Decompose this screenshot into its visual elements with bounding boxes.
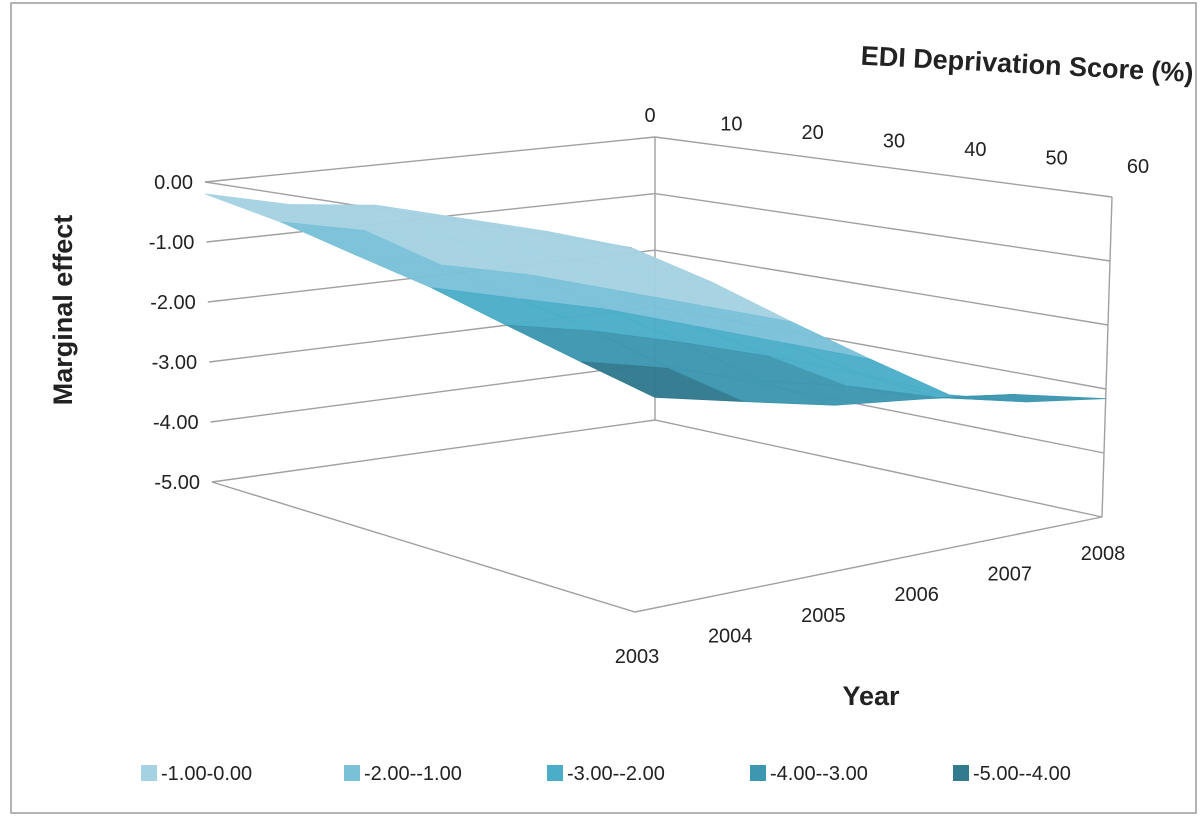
surface-plot <box>205 193 1106 406</box>
y-tick-label: -2.00 <box>150 292 196 314</box>
legend-label: -3.00--2.00 <box>567 763 665 785</box>
chart-border <box>10 2 1197 814</box>
x-axis-title: Year <box>842 681 900 711</box>
surface-patch <box>937 394 1106 403</box>
legend-label: -4.00--3.00 <box>770 763 868 785</box>
legend-label: -2.00--1.00 <box>364 763 462 785</box>
legend-swatch <box>547 765 563 781</box>
depth-tick-label: 0 <box>644 105 655 127</box>
y-tick-label: -5.00 <box>154 472 200 494</box>
legend-label: -5.00--4.00 <box>973 763 1071 785</box>
x-tick-label: 2003 <box>615 646 660 668</box>
y-axis-ticks: 0.00 -1.00 -2.00 -3.00 -4.00 -5.00 <box>149 172 200 494</box>
y-tick-label: -4.00 <box>153 412 199 434</box>
x-tick-label: 2006 <box>894 584 939 606</box>
y-tick-label: 0.00 <box>154 172 193 194</box>
legend-swatch <box>953 765 969 781</box>
y-tick-label: -3.00 <box>152 352 198 374</box>
legend: -1.00-0.00 -2.00--1.00 -3.00--2.00 -4.00--3… <box>141 763 1071 785</box>
legend-swatch <box>750 765 766 781</box>
floor-edge <box>211 481 1103 613</box>
depth-tick-label: 20 <box>802 122 824 144</box>
y-tick-label: -1.00 <box>149 232 195 254</box>
x-tick-label: 2008 <box>1081 543 1126 565</box>
depth-axis-ticks: 0 10 20 30 40 50 60 <box>644 105 1149 178</box>
x-tick-label: 2005 <box>801 605 846 627</box>
right-edge-line <box>1101 196 1113 518</box>
depth-tick-label: 60 <box>1127 156 1149 178</box>
legend-swatch <box>141 765 157 781</box>
x-tick-label: 2007 <box>988 564 1033 586</box>
legend-label: -1.00-0.00 <box>161 763 252 785</box>
depth-tick-label: 50 <box>1046 148 1068 170</box>
y-axis-title: Marginal effect <box>48 215 78 406</box>
x-tick-label: 2004 <box>708 625 753 647</box>
x-axis-ticks: 2003 2004 2005 2006 2007 2008 <box>615 543 1126 668</box>
legend-swatch <box>344 765 360 781</box>
depth-tick-label: 10 <box>720 114 742 136</box>
depth-tick-label: 30 <box>883 131 905 153</box>
depth-tick-label: 40 <box>964 139 986 161</box>
